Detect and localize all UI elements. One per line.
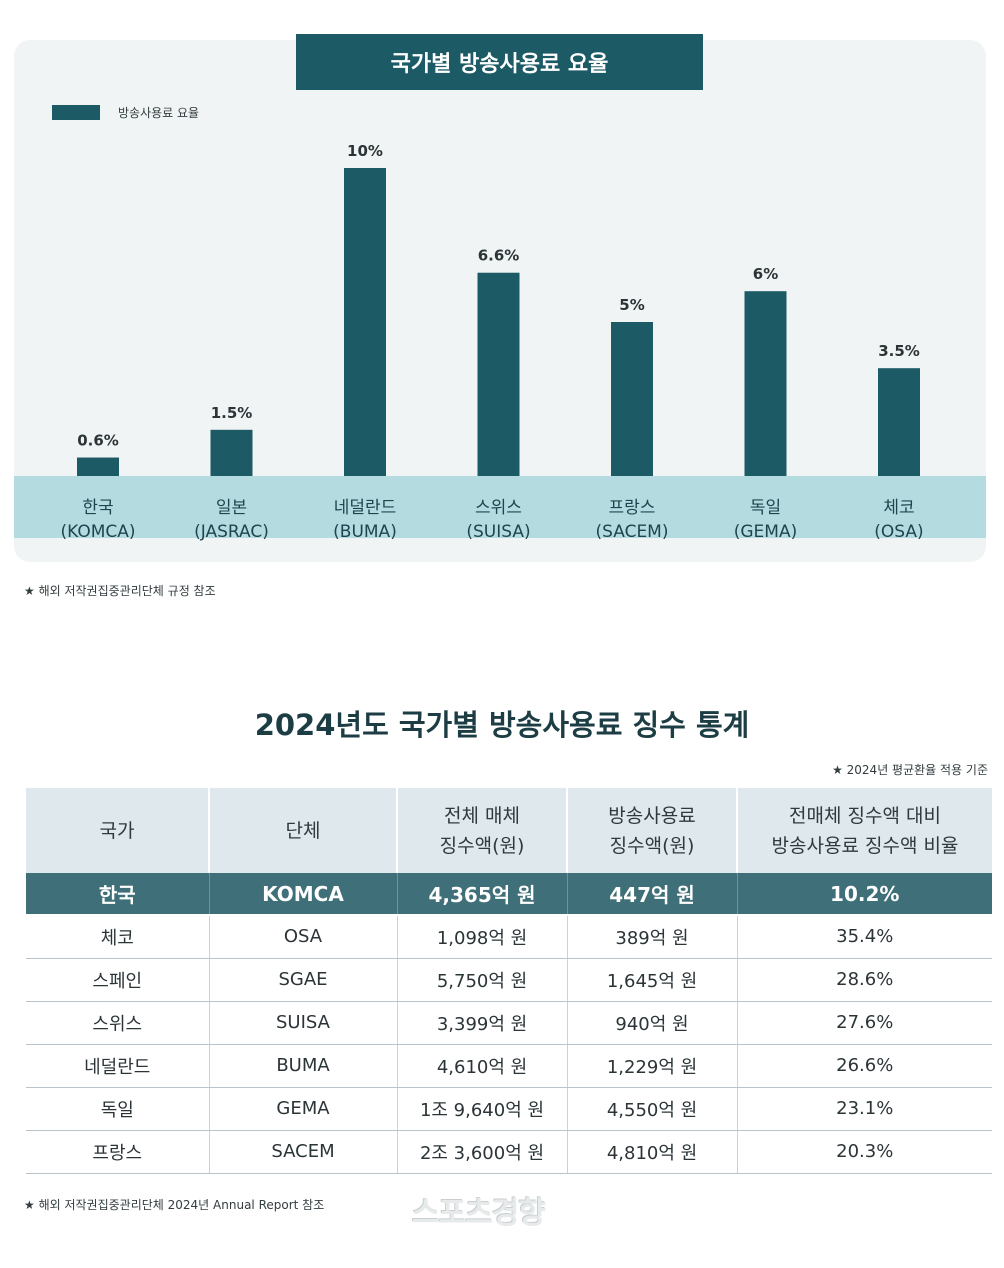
data-label: 6%: [753, 265, 778, 283]
tick-label-org: (OSA): [874, 522, 923, 542]
cell-country: 프랑스: [26, 1130, 209, 1174]
cell-broadcast: 389억 원: [566, 915, 737, 959]
cell-total: 4,610억 원: [396, 1044, 567, 1088]
data-label: 5%: [619, 296, 644, 314]
header-country: 국가: [26, 788, 209, 873]
tick-label-country: 체코: [883, 498, 914, 518]
tick-label-country: 한국: [82, 498, 113, 518]
cell-ratio: 23.1%: [736, 1087, 992, 1131]
cell-broadcast: 4,810억 원: [566, 1130, 737, 1174]
cell-total: 2조 3,600억 원: [396, 1130, 567, 1174]
header-ratio: 전매체 징수액 대비 방송사용료 징수액 비율: [736, 788, 992, 873]
cell-broadcast: 1,645억 원: [566, 958, 737, 1002]
rate-note-text: 2024년 평균환율 적용 기준: [846, 763, 988, 777]
table-row: 독일 GEMA 1조 9,640억 원 4,550억 원 23.1%: [26, 1087, 992, 1131]
cell-total: 5,750억 원: [396, 958, 567, 1002]
category-band-bottom: [14, 522, 986, 538]
tick-label-org: (JASRAC): [194, 522, 269, 542]
cell-country: 독일: [26, 1087, 209, 1131]
tick-label-country: 스위스: [475, 498, 522, 518]
table-row-korea: 한국 KOMCA 4,365억 원 447억 원 10.2%: [26, 873, 992, 916]
cell-broadcast: 447억 원: [566, 873, 737, 916]
header-broadcast-collection: 방송사용료 징수액(원): [566, 788, 737, 873]
data-label: 3.5%: [878, 342, 920, 360]
data-label: 10%: [347, 142, 383, 160]
cell-ratio: 10.2%: [736, 873, 992, 916]
bar-3: [477, 272, 520, 476]
table-row: 스페인 SGAE 5,750억 원 1,645억 원 28.6%: [26, 958, 992, 1002]
cell-country: 네덜란드: [26, 1044, 209, 1088]
data-label: 1.5%: [211, 404, 253, 422]
table-row: 프랑스 SACEM 2조 3,600억 원 4,810억 원 20.3%: [26, 1130, 992, 1174]
legend-label: 방송사용료 요율: [118, 106, 200, 120]
data-label: 0.6%: [77, 432, 119, 450]
bar-0: [77, 457, 119, 476]
legend-swatch: [52, 105, 100, 120]
cell-org: BUMA: [208, 1044, 397, 1088]
cell-country: 스위스: [26, 1001, 209, 1045]
cell-ratio: 28.6%: [736, 958, 992, 1002]
tick-label-country: 프랑스: [609, 498, 656, 518]
tick-label-org: (SUISA): [466, 522, 530, 542]
cell-total: 3,399억 원: [396, 1001, 567, 1045]
cell-total: 4,365억 원: [396, 873, 567, 916]
stats-table: 국가 단체 전체 매체 징수액(원) 방송사용료 징수액(원) 전매체 징수액 대비…: [26, 788, 992, 1174]
bar-chart: 0.6% 한국 (KOMCA) 1.5% 일본 (JASRAC) 10% 네덜란드 (BUMA)…: [14, 142, 986, 542]
header-total-collection: 전체 매체 징수액(원): [396, 788, 567, 873]
cell-country: 한국: [26, 873, 209, 916]
table-title: 2024년도 국가별 방송사용료 징수 통계: [254, 708, 750, 742]
cell-org: SACEM: [208, 1130, 397, 1174]
table-header-row: 국가 단체 전체 매체 징수액(원) 방송사용료 징수액(원) 전매체 징수액 대비…: [26, 788, 992, 873]
footnote-star: ★: [24, 584, 39, 598]
tick-label-country: 독일: [750, 498, 781, 518]
tick-label-org: (KOMCA): [60, 522, 135, 542]
bar-4: [611, 322, 653, 476]
cell-broadcast: 1,229억 원: [566, 1044, 737, 1088]
table-row: 스위스 SUISA 3,399억 원 940억 원 27.6%: [26, 1001, 992, 1045]
tick-label-org: (BUMA): [333, 522, 397, 542]
exchange-rate-note: ★ 2024년 평균환율 적용 기준: [832, 761, 988, 778]
cell-org: OSA: [208, 915, 397, 959]
chart-footnote: ★ 해외 저작권집중관리단체 규정 참조: [24, 582, 216, 599]
cell-org: KOMCA: [208, 873, 397, 916]
tick-label-country: 일본: [216, 498, 247, 518]
bar-2: [344, 168, 386, 476]
cell-org: GEMA: [208, 1087, 397, 1131]
cell-ratio: 26.6%: [736, 1044, 992, 1088]
cell-org: SGAE: [208, 958, 397, 1002]
bar-5: [744, 291, 787, 476]
cell-total: 1,098억 원: [396, 915, 567, 959]
header-org: 단체: [208, 788, 397, 873]
cell-ratio: 27.6%: [736, 1001, 992, 1045]
footnote-star: ★: [24, 1198, 39, 1212]
tick-label-country: 네덜란드: [334, 498, 397, 518]
watermark-logo: 스포츠경향: [412, 1196, 546, 1231]
tick-label-org: (GEMA): [734, 522, 797, 542]
cell-org: SUISA: [208, 1001, 397, 1045]
cell-country: 체코: [26, 915, 209, 959]
cell-country: 스페인: [26, 958, 209, 1002]
table-row: 체코 OSA 1,098억 원 389억 원 35.4%: [26, 915, 992, 959]
cell-broadcast: 4,550억 원: [566, 1087, 737, 1131]
table-footnote: ★ 해외 저작권집중관리단체 2024년 Annual Report 참조: [24, 1196, 324, 1213]
bar-1: [210, 429, 253, 476]
table-footnote-text: 해외 저작권집중관리단체 2024년 Annual Report 참조: [38, 1198, 325, 1212]
bar-6: [878, 368, 920, 476]
chart-title: 국가별 방송사용료 요율: [296, 34, 703, 90]
cell-ratio: 35.4%: [736, 915, 992, 959]
note-star: ★: [832, 763, 847, 777]
chart-footnote-text: 해외 저작권집중관리단체 규정 참조: [38, 584, 216, 598]
cell-total: 1조 9,640억 원: [396, 1087, 567, 1131]
tick-label-org: (SACEM): [596, 522, 669, 542]
data-label: 6.6%: [478, 247, 520, 265]
chart-legend: 방송사용료 요율: [52, 104, 199, 121]
cell-broadcast: 940억 원: [566, 1001, 737, 1045]
table-row: 네덜란드 BUMA 4,610억 원 1,229억 원 26.6%: [26, 1044, 992, 1088]
cell-ratio: 20.3%: [736, 1130, 992, 1174]
